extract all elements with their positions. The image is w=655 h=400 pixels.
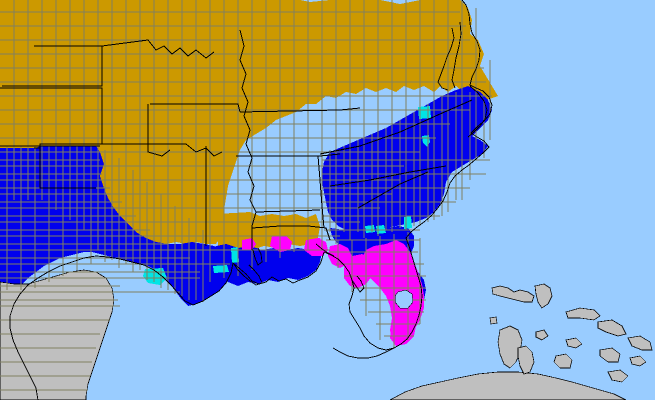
- magenta-region-gulf-bend[interactable]: [328, 244, 352, 268]
- bahamas-exuma: [553, 353, 573, 369]
- blue-region-texas[interactable]: [0, 146, 232, 400]
- magenta-region-south-tip[interactable]: [390, 318, 416, 346]
- bahamas-acklins: [607, 369, 629, 383]
- coastline-overlay: [9, 0, 493, 400]
- bahamas-berry-islands: [535, 329, 549, 341]
- bahamas-cat-island: [597, 319, 627, 337]
- blue-region-gulf-coast[interactable]: [212, 244, 322, 286]
- bahamas-rum-cay: [565, 337, 583, 349]
- blue-region-carolinas-georgia[interactable]: [322, 86, 492, 232]
- bahamas-crooked-island: [629, 355, 647, 367]
- bahamas-bimini: [489, 316, 498, 325]
- cyan-county-georgia-south[interactable]: [376, 225, 386, 234]
- bahamas-andros: [497, 325, 523, 369]
- county-border-overlay: [0, 0, 492, 391]
- cyan-parish-louisiana-west[interactable]: [213, 265, 229, 273]
- bahamas-grand-bahama: [491, 285, 535, 303]
- cyan-county-florida-bigbend-west[interactable]: [365, 225, 375, 233]
- cyan-parish-louisiana-east[interactable]: [231, 247, 239, 263]
- cyan-county-florida-bigbend-east[interactable]: [404, 216, 412, 229]
- bahamas-long-island: [599, 347, 621, 363]
- foreign-land-group: [0, 269, 653, 400]
- gold-region-main[interactable]: [0, 0, 498, 244]
- magenta-region-panhandle-west[interactable]: [270, 236, 292, 252]
- bahamas-eleuthera: [565, 307, 601, 321]
- county-border-florida: [326, 232, 426, 348]
- bahamas-san-salvador: [627, 335, 653, 351]
- bahamas-new-providence: [517, 345, 535, 375]
- zone-magenta[interactable]: [242, 236, 424, 346]
- county-border-texas: [0, 146, 204, 302]
- gold-region-gulf-band[interactable]: [216, 212, 320, 250]
- magenta-region-apalachee[interactable]: [308, 238, 324, 252]
- bahamas-abaco: [534, 283, 553, 309]
- state-boundary-overlay: [0, 29, 473, 250]
